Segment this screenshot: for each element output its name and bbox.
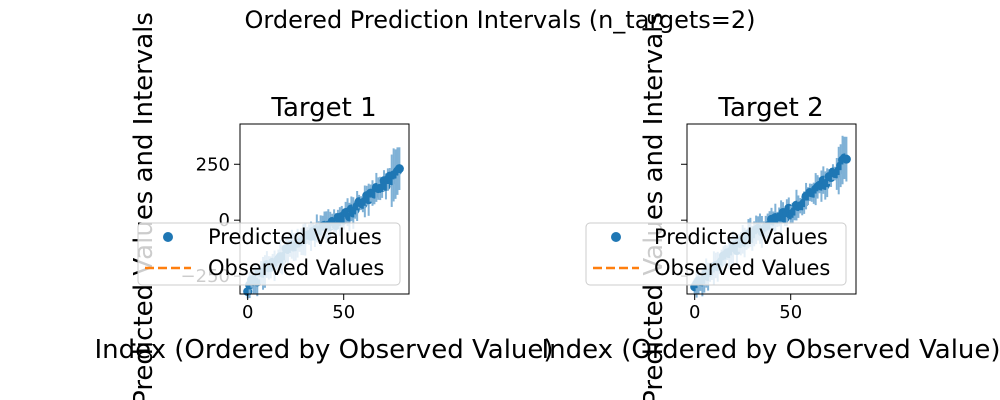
y-axis-label-target-1: Predicted Values and Intervals — [129, 12, 159, 400]
legend-predicted-label: Predicted Values — [654, 225, 828, 249]
chart-title-target-1: Target 1 — [270, 93, 376, 123]
legend-predicted-marker — [611, 232, 621, 242]
x-tick-label: 0 — [242, 302, 253, 323]
predicted-point — [841, 154, 851, 164]
ticks-target-2: 0 50 — [681, 163, 802, 323]
x-tick-label: 50 — [779, 302, 802, 323]
legend-box — [585, 222, 847, 286]
x-axis-label-target-1: Index (Ordered by Observed Value) — [94, 335, 553, 365]
legend-observed-label: Observed Values — [654, 256, 830, 280]
axes-frame-target-1 — [239, 123, 410, 295]
x-tick-label: 0 — [689, 302, 700, 323]
chart-panel-target-2: Target 2 0 50 Index (Ordered by Observed … — [541, 12, 1000, 400]
y-tick-label: 0 — [219, 210, 230, 231]
y-axis-label-target-2: Predicted Values and Intervals — [639, 12, 669, 400]
legend-target-2: Predicted Values Observed Values — [585, 222, 847, 286]
chart-panel-target-1: Target 1 050−2500250 Index (Ordered by O… — [94, 12, 553, 400]
figure-title: Ordered Prediction Intervals (n_targets=… — [245, 6, 756, 34]
x-axis-label-target-2: Index (Ordered by Observed Value) — [541, 335, 1000, 365]
legend-predicted-label: Predicted Values — [208, 225, 382, 249]
axes-frame-target-2 — [686, 123, 857, 295]
legend-observed-label: Observed Values — [208, 256, 384, 280]
predicted-point — [394, 164, 404, 174]
legend-predicted-marker — [163, 232, 173, 242]
y-tick-label: 250 — [196, 154, 230, 175]
x-tick-label: 50 — [332, 302, 355, 323]
legend-box — [137, 222, 401, 286]
chart-title-target-2: Target 2 — [717, 93, 823, 123]
legend-target-1: Predicted Values Observed Values — [137, 222, 401, 286]
